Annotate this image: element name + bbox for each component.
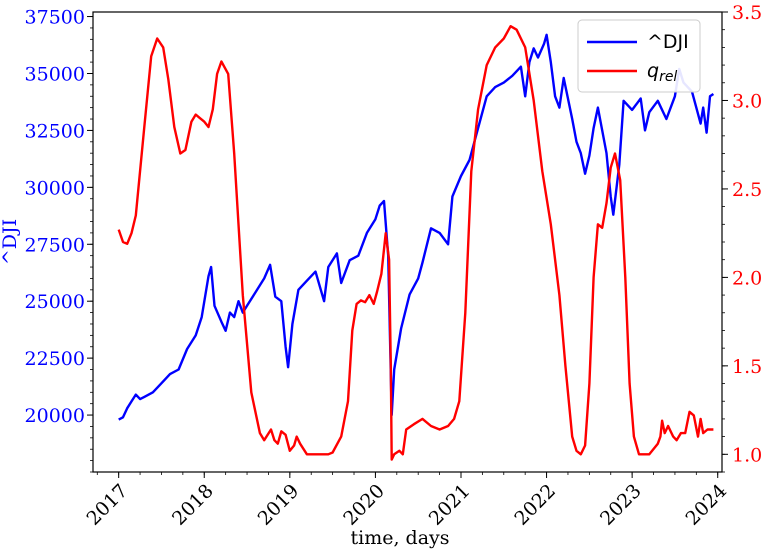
legend-label-dji: ^DJI [647,31,689,53]
left-axis-label: ^DJI [0,219,21,265]
right-tick-label: 3.5 [732,2,762,24]
right-tick-label: 2.5 [732,179,762,201]
left-tick-label: 25000 [25,291,85,313]
left-tick-label: 27500 [25,234,85,256]
dji-series-line [118,33,715,421]
right-tick-label: 1.0 [732,444,762,466]
left-tick-label: 32500 [25,120,85,142]
legend-label-qrel-sub: rel [659,69,677,85]
qrel-series-line [117,25,714,461]
left-tick-label: 20000 [25,405,85,427]
legend-box [577,19,701,93]
x-axis-label: time, days [350,527,449,549]
left-tick-label: 35000 [25,63,85,85]
left-tick-label: 37500 [25,7,85,29]
right-tick-label: 1.5 [732,356,762,378]
left-tick-label: 30000 [25,177,85,199]
right-tick-label: 2.0 [732,267,762,289]
right-tick-label: 3.0 [732,90,762,112]
legend-label-qrel-main: q [647,60,659,82]
legend: ^DJI qrel [577,19,701,93]
legend-label-qrel: qrel [647,60,677,85]
left-tick-label: 22500 [25,348,85,370]
plot-area [117,25,715,461]
